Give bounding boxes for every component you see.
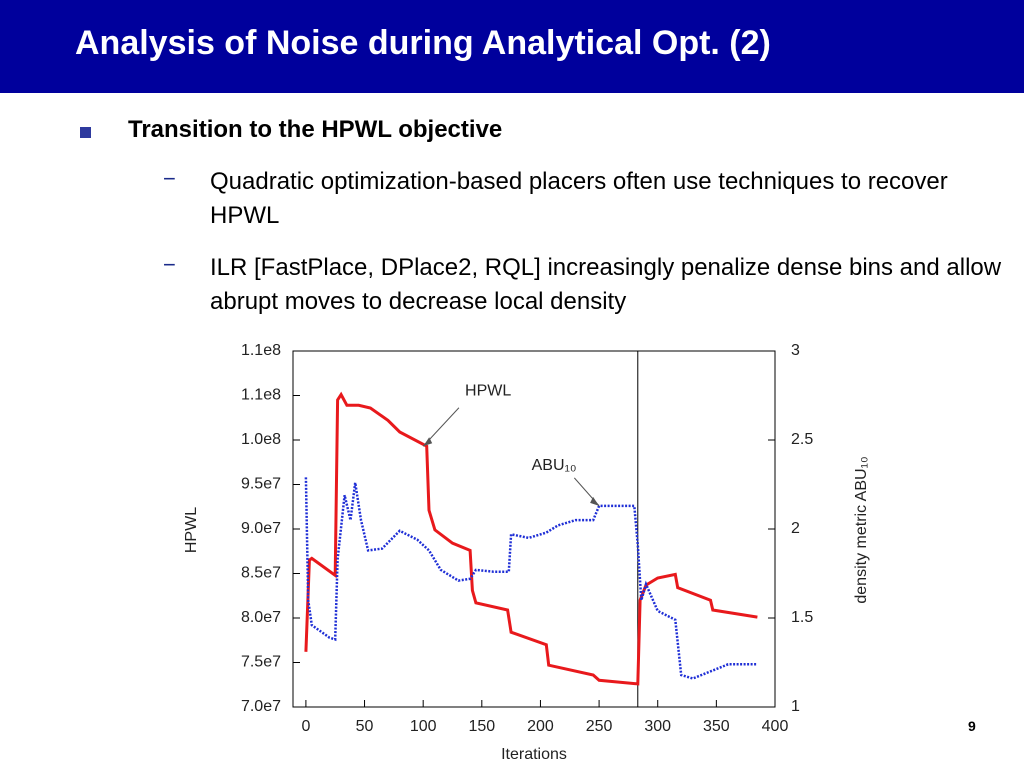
y2-tick-label: 1 [791, 698, 800, 715]
y-tick-label: 8.0e7 [241, 609, 281, 626]
y2-tick-label: 3 [791, 342, 800, 359]
x-tick-label: 300 [644, 718, 671, 735]
x-tick-label: 50 [356, 718, 374, 735]
x-tick-label: 400 [762, 718, 789, 735]
y-axis-label: HPWL [183, 507, 200, 553]
y-tick-label: 8.5e7 [241, 565, 281, 582]
series-line [304, 477, 758, 680]
bullet: Transition to the HPWL objective [128, 116, 503, 143]
x-axis-label: Iterations [501, 746, 567, 763]
x-tick-label: 100 [410, 718, 437, 735]
dash-icon: − [163, 252, 176, 277]
x-tick-label: 250 [586, 718, 613, 735]
x-tick-label: 200 [527, 718, 554, 735]
y-tick-label: 9.0e7 [241, 520, 281, 537]
arrow-head [423, 437, 433, 447]
header-bar [0, 0, 1024, 93]
arrow-head [590, 496, 600, 506]
y2-axis-label: density metric ABU₁₀ [853, 456, 870, 603]
series-line [304, 391, 758, 686]
y2-tick-label: 2.5 [791, 431, 813, 448]
y-tick-label: 1.1e8 [241, 342, 281, 359]
x-tick-label: 350 [703, 718, 730, 735]
y-tick-label: 1.1e8 [241, 387, 281, 404]
y2-tick-label: 2 [791, 520, 800, 537]
subbullet: ILR [FastPlace, DPlace2, RQL] increasing… [210, 254, 1002, 315]
y-tick-label: 7.0e7 [241, 698, 281, 715]
plot-frame [292, 350, 776, 708]
subbullet: Quadratic optimization-based placers oft… [210, 168, 948, 229]
slide-title: Analysis of Noise during Analytical Opt.… [75, 24, 771, 62]
y-tick-label: 9.5e7 [241, 476, 281, 493]
y-tick-label: 1.0e8 [241, 431, 281, 448]
dash-icon: − [163, 166, 176, 191]
annotation: ABU₁₀ [532, 457, 577, 474]
annotation: HPWL [465, 382, 511, 399]
page-number: 9 [968, 718, 976, 734]
y2-tick-label: 1.5 [791, 609, 813, 626]
bullet-icon [80, 127, 91, 138]
x-tick-label: 150 [468, 718, 495, 735]
x-tick-label: 0 [301, 718, 310, 735]
y-tick-label: 7.5e7 [241, 654, 281, 671]
